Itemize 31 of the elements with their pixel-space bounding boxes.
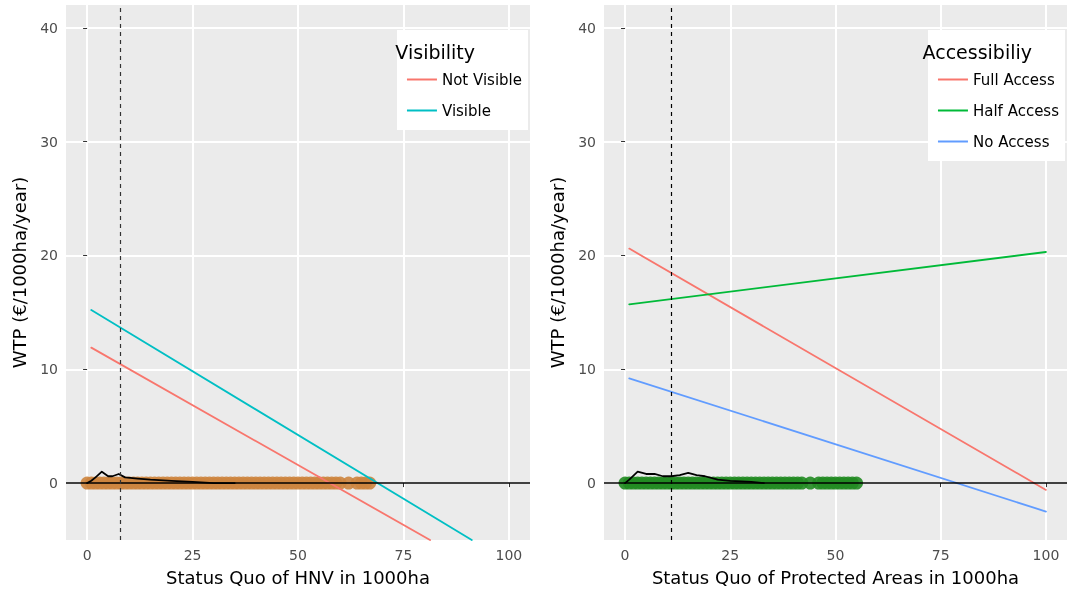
x-tick-label: 100 [1032,547,1060,563]
y-tick-label: 0 [49,475,58,492]
y-tick-label: 20 [40,247,58,264]
legend-label: Not Visible [441,70,522,89]
x-tick-label: 0 [82,547,92,563]
legend-title: Visibility [395,40,476,63]
x-tick-label: 50 [826,547,845,563]
y-tick-label: 0 [587,475,596,492]
x-axis-title: Status Quo of Protected Areas in 1000ha [651,566,1020,588]
x-tick-label: 75 [931,547,950,563]
y-axis-title: WTP (€/1000ha/year) [546,176,568,369]
x-tick-label: 75 [394,547,413,563]
x-tick-label: 25 [721,547,740,563]
x-axis-title: Status Quo of HNV in 1000ha [166,566,430,588]
y-axis-title: WTP (€/1000ha/year) [8,176,30,369]
y-tick-label: 40 [578,19,596,36]
y-tick-label: 20 [578,247,596,264]
x-tick-label: 100 [495,547,523,563]
x-tick-label: 50 [289,547,307,563]
y-tick-label: 40 [40,19,58,36]
legend-label: Half Access [972,101,1060,120]
y-tick-label: 30 [40,133,58,150]
x-tick-label: 25 [183,547,202,563]
y-tick-label: 30 [578,133,596,150]
x-tick-label: 0 [620,547,630,563]
legend-title: Accessibiliy [922,40,1033,63]
y-tick-label: 10 [40,361,58,378]
legend-label: Full Access [972,70,1055,89]
legend-label: Visible [441,101,491,120]
legend-label: No Access [972,132,1050,151]
y-tick-label: 10 [578,361,596,378]
